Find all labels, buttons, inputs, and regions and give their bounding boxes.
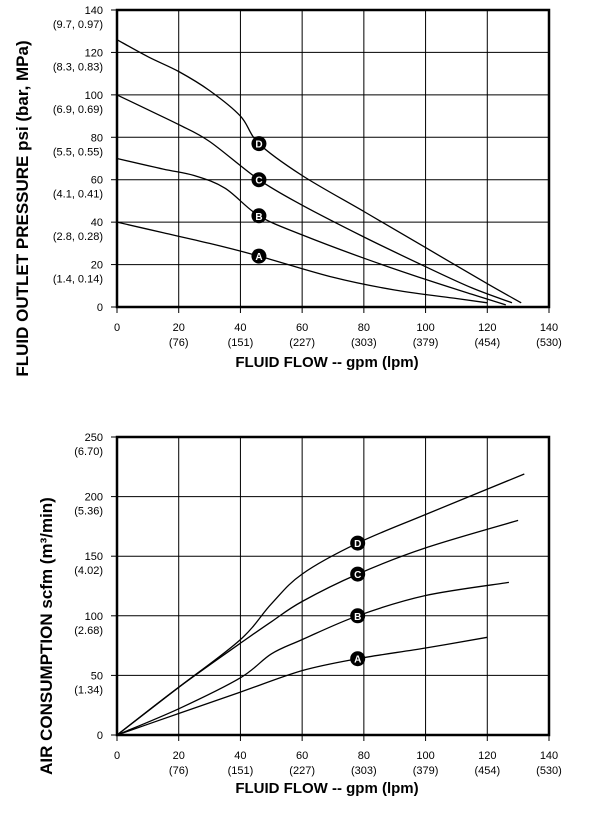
series-line-b	[116, 157, 506, 306]
series-line-a	[116, 636, 488, 736]
y-tick-label: 100	[85, 611, 103, 623]
y-axis-title: AIR CONSUMPTION scfm (m³/min)	[37, 497, 56, 775]
series-marker-b	[350, 608, 366, 624]
series-marker-c	[350, 566, 366, 582]
air-consumption-chart: 0 20 (76) 40 (151) 60 (227) 80 (303) 100 (379) 120 (…	[37, 432, 562, 797]
series-marker-a	[350, 651, 366, 667]
y-tick-sublabel: (4.1, 0.41)	[53, 189, 103, 201]
y-tick-label: 0	[97, 730, 103, 742]
y-tick-label: 80	[91, 132, 103, 144]
y-tick-sublabel: (1.4, 0.14)	[53, 274, 103, 286]
series-marker-d	[251, 136, 267, 152]
x-tick-sublabel: (530)	[536, 337, 562, 349]
series-marker-label: B	[255, 212, 262, 223]
x-tick-sublabel: (227)	[289, 337, 315, 349]
x-tick-sublabel: (303)	[351, 765, 377, 777]
y-tick-label: 100	[85, 90, 103, 102]
x-tick-sublabel: (454)	[474, 337, 500, 349]
series-line-b	[116, 581, 510, 736]
x-tick-sublabel: (379)	[413, 765, 439, 777]
y-tick-label: 20	[91, 260, 103, 272]
x-tick-sublabel: (454)	[474, 765, 500, 777]
x-tick-label: 40	[234, 322, 246, 334]
series-marker-b	[251, 208, 267, 224]
plot-frame	[115, 435, 551, 737]
plot-frame	[115, 8, 551, 309]
x-tick-label: 140	[540, 750, 558, 762]
x-tick-label: 0	[114, 322, 120, 334]
x-tick-label: 80	[358, 750, 370, 762]
y-tick-sublabel: (5.36)	[74, 506, 103, 518]
y-tick-sublabel: (2.8, 0.28)	[53, 231, 103, 243]
series-marker-a	[251, 248, 267, 264]
x-tick-label: 80	[358, 322, 370, 334]
x-tick-label: 20	[173, 322, 185, 334]
x-tick-label: 100	[416, 750, 434, 762]
y-tick-sublabel: (5.5, 0.55)	[53, 146, 103, 158]
series-marker-c	[251, 172, 267, 188]
y-tick-label: 140	[85, 5, 103, 17]
series-marker-label: A	[354, 655, 361, 666]
y-tick-label: 120	[85, 47, 103, 59]
series-marker-label: D	[354, 539, 361, 550]
x-tick-label: 40	[234, 750, 246, 762]
y-tick-sublabel: (2.68)	[74, 625, 103, 637]
x-axis-title: FLUID FLOW -- gpm (lpm)	[235, 780, 418, 797]
x-tick-sublabel: (303)	[351, 337, 377, 349]
x-tick-label: 20	[173, 750, 185, 762]
x-tick-label: 140	[540, 322, 558, 334]
series-line-c	[116, 94, 513, 304]
x-tick-label: 0	[114, 750, 120, 762]
y-tick-label: 40	[91, 217, 103, 229]
y-tick-label: 50	[91, 670, 103, 682]
x-tick-sublabel: (379)	[413, 337, 439, 349]
x-tick-sublabel: (76)	[169, 337, 189, 349]
y-tick-sublabel: (6.9, 0.69)	[53, 104, 103, 116]
y-tick-sublabel: (1.34)	[74, 684, 103, 696]
series-marker-label: D	[255, 140, 262, 151]
x-tick-sublabel: (530)	[536, 765, 562, 777]
series-line-a	[116, 221, 488, 304]
pressure-chart: 0 20 (76) 40 (151) 60 (227) 80 (303) 100 (379) 120 (…	[13, 5, 562, 377]
y-tick-label: 200	[85, 492, 103, 504]
series-marker-d	[350, 535, 366, 551]
series-marker-label: B	[354, 612, 361, 623]
x-tick-label: 100	[416, 322, 434, 334]
series-marker-label: A	[255, 252, 262, 263]
y-tick-sublabel: (9.7, 0.97)	[53, 19, 103, 31]
x-tick-sublabel: (151)	[228, 765, 254, 777]
x-axis-title: FLUID FLOW -- gpm (lpm)	[235, 354, 418, 371]
y-tick-sublabel: (6.70)	[74, 446, 103, 458]
series-marker-label: C	[255, 176, 262, 187]
y-tick-label: 0	[97, 302, 103, 314]
y-tick-label: 60	[91, 175, 103, 187]
x-tick-sublabel: (227)	[289, 765, 315, 777]
y-tick-label: 250	[85, 432, 103, 444]
x-tick-label: 60	[296, 750, 308, 762]
series-line-d	[116, 473, 525, 736]
series-line-c	[116, 519, 519, 736]
y-axis-title: FLUID OUTLET PRESSURE psi (bar, MPa)	[13, 40, 32, 376]
x-tick-label: 60	[296, 322, 308, 334]
y-tick-sublabel: (4.02)	[74, 565, 103, 577]
y-tick-sublabel: (8.3, 0.83)	[53, 61, 103, 73]
x-tick-label: 120	[478, 322, 496, 334]
x-tick-label: 120	[478, 750, 496, 762]
y-tick-label: 150	[85, 551, 103, 563]
series-marker-label: C	[354, 570, 361, 581]
x-tick-sublabel: (151)	[228, 337, 254, 349]
x-tick-sublabel: (76)	[169, 765, 189, 777]
